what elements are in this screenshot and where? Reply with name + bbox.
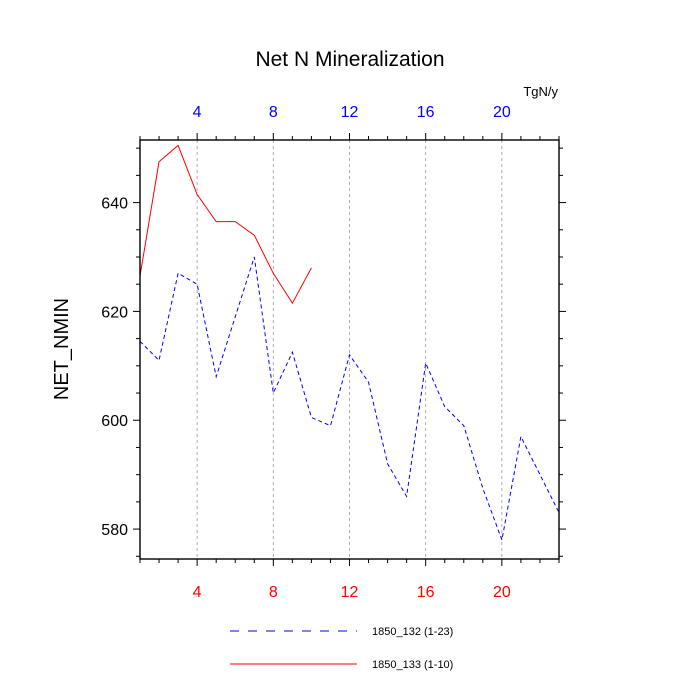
- units-label: TgN/y: [523, 84, 558, 99]
- x-tick-label-top: 16: [417, 104, 435, 121]
- y-tick-label: 640: [101, 196, 128, 213]
- x-tick-label-top: 4: [193, 104, 202, 121]
- series-line-1: [139, 256, 560, 542]
- x-tick-label-bottom: 8: [269, 584, 278, 601]
- legend-label-2: 1850_133 (1-10): [372, 659, 453, 671]
- y-tick-label: 620: [101, 304, 128, 321]
- series-lines: [139, 144, 560, 542]
- x-tick-label-top: 20: [493, 104, 511, 121]
- series-line-2: [139, 144, 312, 305]
- x-tick-label-bottom: 4: [193, 584, 202, 601]
- chart-title: Net N Mineralization: [255, 48, 444, 71]
- x-tick-label-bottom: 12: [341, 584, 359, 601]
- legend-label-1: 1850_132 (1-23): [372, 626, 453, 638]
- x-tick-label-bottom: 16: [417, 584, 435, 601]
- x-tick-label-top: 12: [341, 104, 359, 121]
- x-tick-label-bottom: 20: [493, 584, 511, 601]
- x-tick-label-top: 8: [269, 104, 278, 121]
- axis-ticks: 4 4 8 8 12 12 16 16 20 20 580 600 620 640: [101, 104, 566, 601]
- y-tick-label: 580: [101, 522, 128, 539]
- y-tick-label: 600: [101, 413, 128, 430]
- grid-lines: [196, 140, 503, 559]
- legend: 1850_132 (1-23) 1850_133 (1-10): [230, 626, 453, 671]
- y-axis-label: NET_NMIN: [51, 298, 73, 400]
